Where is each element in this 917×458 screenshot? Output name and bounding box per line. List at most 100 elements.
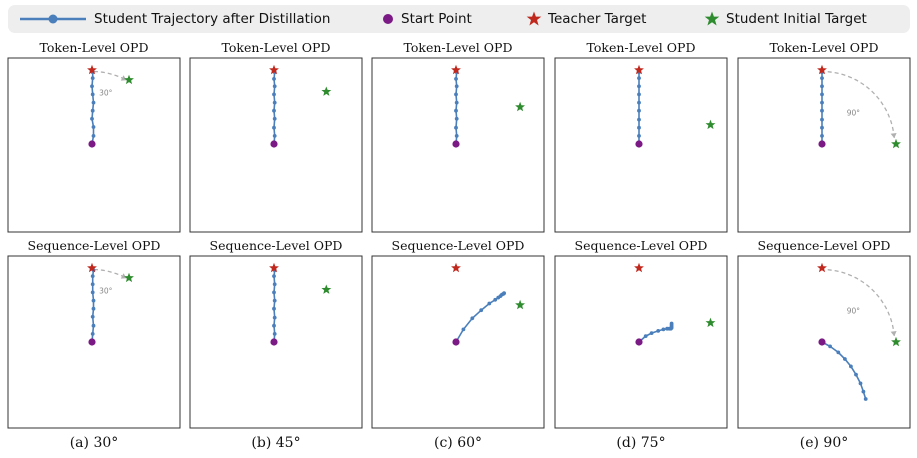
teacher-target-star — [817, 64, 827, 75]
panel-token-2: Token-Level OPD — [189, 40, 363, 233]
panel-title: Sequence-Level OPD — [210, 238, 343, 253]
trajectory-point — [90, 108, 95, 113]
trajectory-point — [91, 125, 96, 129]
panel-title: Sequence-Level OPD — [392, 238, 525, 253]
trajectory-point — [669, 321, 674, 326]
panel-caption: (d) 75° — [616, 435, 665, 451]
angle-arc-arrowhead — [120, 273, 127, 279]
panel-title: Sequence-Level OPD — [758, 238, 891, 253]
trajectory-point — [820, 100, 824, 105]
trajectory-point — [836, 350, 841, 355]
trajectory-point — [637, 134, 641, 138]
trajectory-point — [454, 134, 459, 138]
legend: Student Trajectory after Distillation St… — [8, 5, 910, 33]
trajectory-point — [272, 125, 276, 130]
student-initial-target-star — [891, 336, 901, 347]
start-point — [452, 338, 460, 346]
student-initial-target-star — [705, 317, 716, 328]
trajectory-point — [661, 327, 666, 332]
legend-item-trajectory: Student Trajectory after Distillation — [18, 5, 330, 33]
start-point — [88, 140, 96, 148]
student-initial-target-star — [891, 138, 901, 149]
panel-sequence-3: Sequence-Level OPD (c) 60° — [371, 238, 545, 451]
panel-token-4: Token-Level OPD — [554, 40, 728, 233]
panel-caption: (b) 45° — [251, 435, 300, 451]
trajectory-point — [90, 76, 95, 80]
trajectory-line — [455, 72, 458, 145]
angle-arc — [93, 70, 127, 81]
start-point — [88, 338, 96, 346]
trajectory-point — [90, 84, 94, 89]
trajectory-point — [454, 92, 458, 97]
teacher-target-star — [87, 262, 97, 273]
legend-item-teacher: Teacher Target — [526, 5, 646, 33]
panel-title: Token-Level OPD — [404, 40, 513, 55]
trajectory-point — [272, 315, 277, 320]
legend-label-teacher: Teacher Target — [548, 11, 647, 27]
trajectory-point — [861, 389, 866, 394]
angle-arc-arrowhead — [890, 330, 897, 337]
teacher-target-star — [87, 64, 97, 75]
trajectory-point — [502, 291, 506, 296]
student-initial-target-star — [124, 74, 134, 85]
trajectory-line — [273, 270, 276, 343]
start-point — [635, 338, 643, 346]
start-point — [818, 338, 826, 346]
trajectory-point — [637, 117, 641, 122]
trajectory-point — [91, 134, 96, 138]
panel-sequence-2: Sequence-Level OPD (b) 45° — [189, 238, 363, 451]
trajectory-line — [273, 72, 276, 145]
trajectory-point — [272, 92, 276, 97]
trajectory-point — [272, 306, 276, 311]
start-point — [635, 140, 643, 148]
start-point — [270, 140, 278, 148]
angle-arc — [827, 269, 895, 337]
panel-sequence-1: Sequence-Level OPD 30° (a) 30° — [7, 238, 181, 451]
trajectory-point — [90, 274, 95, 278]
panel-caption: (a) 30° — [70, 435, 119, 451]
trajectory-point — [454, 125, 458, 130]
trajectory-point — [493, 297, 498, 302]
green-star-icon — [704, 11, 720, 26]
trajectory-point — [656, 329, 661, 333]
trajectory-line — [91, 270, 95, 343]
trajectory-point — [454, 108, 458, 113]
start-point — [452, 140, 460, 148]
panel-token-3: Token-Level OPD — [371, 40, 545, 233]
trajectory-point — [272, 332, 277, 336]
trajectory-point — [461, 327, 466, 332]
start-point — [270, 338, 278, 346]
trajectory-point — [820, 84, 824, 89]
student-initial-target-star — [705, 119, 716, 130]
trajectory-point — [454, 100, 459, 105]
trajectory-point — [272, 108, 276, 113]
trajectory-point — [91, 323, 96, 328]
panel-title: Token-Level OPD — [40, 40, 149, 55]
trajectory-point — [272, 290, 276, 295]
student-initial-target-star — [515, 299, 525, 310]
panel-sequence-5: Sequence-Level OPD 90° (e) 90° — [737, 238, 911, 451]
trajectory-point — [820, 117, 824, 122]
red-star-icon — [526, 11, 542, 26]
trajectory-point — [272, 100, 277, 105]
trajectory-line-marker-icon — [20, 14, 86, 24]
trajectory-point — [863, 397, 868, 401]
trajectory-point — [90, 92, 95, 97]
trajectory-point — [820, 92, 824, 97]
teacher-target-star — [817, 262, 827, 273]
angle-arc — [827, 71, 895, 139]
trajectory-point — [272, 274, 276, 278]
trajectory-point — [90, 332, 95, 336]
trajectory-point — [487, 301, 492, 306]
start-point — [818, 140, 826, 148]
trajectory-point — [91, 306, 96, 311]
purple-dot-icon — [383, 14, 393, 24]
trajectory-point — [820, 125, 824, 130]
trajectory-point — [454, 77, 458, 81]
trajectory-point — [479, 308, 484, 313]
panel-caption: (e) 90° — [800, 435, 848, 451]
trajectory-point — [820, 108, 824, 113]
panel-title: Token-Level OPD — [587, 40, 696, 55]
student-initial-target-star — [515, 101, 525, 112]
